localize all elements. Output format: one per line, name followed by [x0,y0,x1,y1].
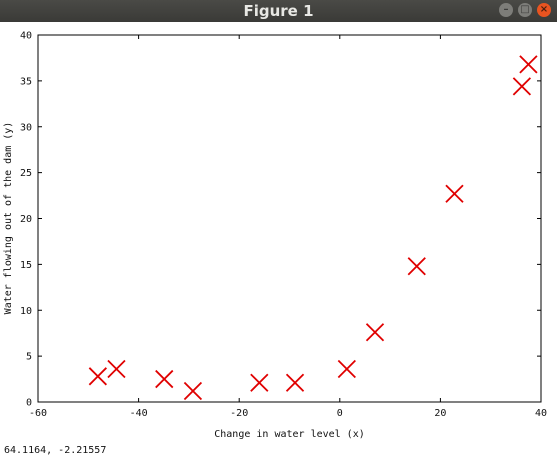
data-point-x-marker [365,323,385,342]
plot-area[interactable] [37,34,542,403]
y-tick-label: 0 [26,398,32,409]
close-button[interactable]: × [537,3,551,17]
y-tick-label: 20 [20,214,32,225]
minimize-icon: – [503,4,509,15]
maximize-icon: □ [520,4,530,15]
window-title: Figure 1 [243,2,314,20]
maximize-button[interactable]: □ [518,3,532,17]
y-tick-label: 35 [20,76,32,87]
data-point-x-marker [107,359,126,379]
data-point-x-marker [519,55,538,74]
y-tick-label: 5 [26,352,32,363]
close-icon: × [539,4,549,15]
x-tick-label: 0 [337,408,343,419]
x-tick-label: -40 [130,408,148,419]
data-point-x-marker [285,373,305,392]
y-tick-label: 25 [20,168,32,179]
data-point-x-marker [445,184,464,203]
data-point-x-marker [183,381,203,401]
y-tick-label: 40 [20,31,32,42]
x-tick-label: 20 [434,408,446,419]
data-point-x-marker [512,77,532,96]
x-tick-label: -20 [230,408,248,419]
data-points [88,55,538,401]
data-point-x-marker [250,373,269,392]
x-axis-label: Change in water level (x) [214,429,365,440]
cursor-coordinates: 64.1164, -2.21557 [4,445,107,456]
title-bar[interactable]: Figure 1 – □ × [0,0,557,22]
y-tick-label: 30 [20,122,32,133]
scatter-plot[interactable]: -60 -40 -20 0 20 40 0 5 10 15 20 25 30 35 40 Change in… [0,22,557,442]
minimize-button[interactable]: – [499,3,513,17]
x-tick-label: 40 [535,408,547,419]
data-point-x-marker [337,359,356,379]
axis-ticks: -60 -40 -20 0 20 40 0 5 10 15 20 25 30 35 40 [20,31,547,420]
y-axis-label: Water flowing out of the dam (y) [3,122,14,315]
data-point-x-marker [88,367,107,386]
x-tick-label: -60 [29,408,47,419]
y-tick-label: 10 [20,306,32,317]
data-point-x-marker [407,257,426,276]
y-tick-label: 15 [20,260,32,271]
data-point-x-marker [155,369,174,389]
